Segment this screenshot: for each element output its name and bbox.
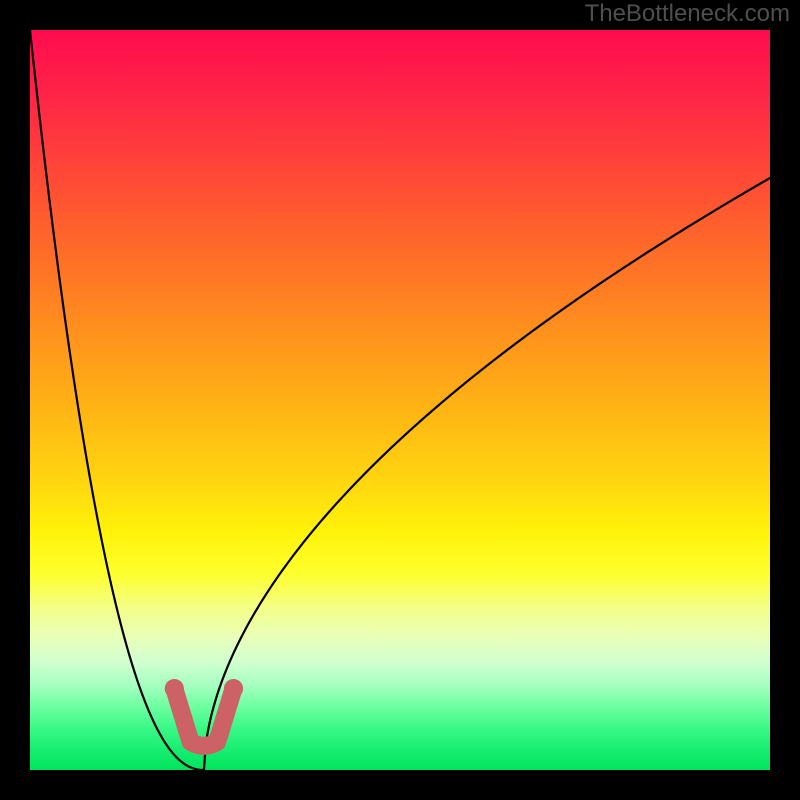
optimum-marker-endcap bbox=[224, 679, 243, 698]
plot-area bbox=[30, 30, 770, 770]
optimum-marker-endcap bbox=[165, 679, 184, 698]
bottleneck-chart bbox=[0, 0, 800, 800]
chart-stage: TheBottleneck.com bbox=[0, 0, 800, 800]
